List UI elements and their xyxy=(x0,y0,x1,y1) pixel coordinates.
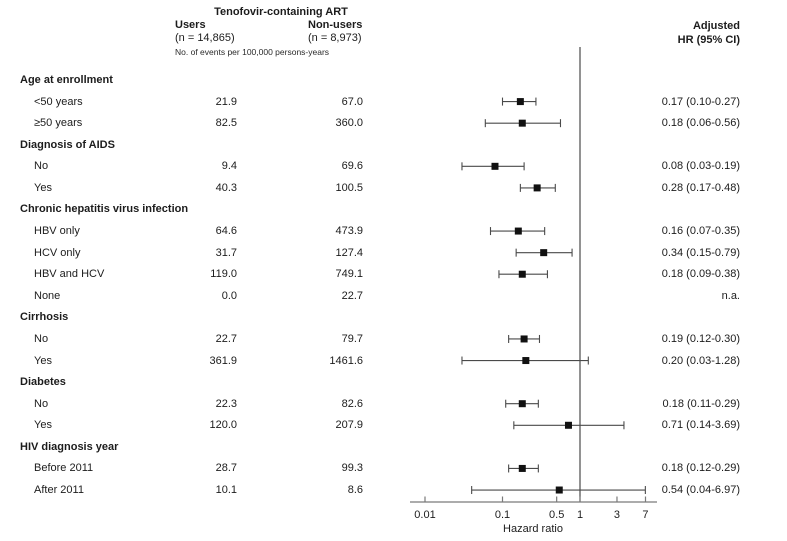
point-estimate-marker xyxy=(533,184,541,192)
point-estimate-marker xyxy=(564,421,572,429)
users-value: 21.9 xyxy=(215,95,237,108)
row-label: After 2011 xyxy=(34,484,84,497)
nonusers-value: 8.6 xyxy=(347,484,363,497)
point-estimate-marker xyxy=(540,249,548,257)
users-value: 31.7 xyxy=(215,246,237,259)
x-tick-label: 0.01 xyxy=(414,509,435,521)
hr-value: 0.16 (0.07-0.35) xyxy=(661,225,740,238)
row-label: No xyxy=(34,332,49,345)
nonusers-value: 67.0 xyxy=(341,95,363,108)
users-value: 0.0 xyxy=(221,289,237,302)
section-label: Diagnosis of AIDS xyxy=(20,138,115,151)
hr-value: 0.19 (0.12-0.30) xyxy=(661,332,740,345)
nonusers-value: 207.9 xyxy=(335,419,363,432)
users-value: 120.0 xyxy=(209,419,237,432)
nonusers-column-header: Non-users xyxy=(308,19,363,31)
row-label: ≥50 years xyxy=(34,117,83,130)
x-axis-title: Hazard ratio xyxy=(503,523,563,535)
users-value: 119.0 xyxy=(210,268,237,281)
users-value: 361.9 xyxy=(209,354,237,367)
hr-value: 0.18 (0.09-0.38) xyxy=(661,268,740,281)
point-estimate-marker xyxy=(518,400,526,408)
users-value: 28.7 xyxy=(215,462,237,475)
hr-column-header-line1: Adjusted xyxy=(692,20,740,32)
row-label: Yes xyxy=(34,181,52,194)
nonusers-value: 99.3 xyxy=(341,462,363,475)
row-label: HBV and HCV xyxy=(34,268,105,281)
section-label: HIV diagnosis year xyxy=(20,440,119,453)
nonusers-n-count: (n = 8,973) xyxy=(308,32,362,44)
point-estimate-marker xyxy=(514,227,522,235)
nonusers-value: 69.6 xyxy=(341,160,363,173)
point-estimate-marker xyxy=(516,98,524,106)
users-value: 40.3 xyxy=(215,181,237,194)
point-estimate-marker xyxy=(520,335,528,343)
users-value: 82.5 xyxy=(215,117,237,130)
hr-value: 0.18 (0.12-0.29) xyxy=(661,462,740,475)
nonusers-value: 22.7 xyxy=(341,289,363,302)
x-tick-label: 1 xyxy=(577,509,583,521)
section-label: Diabetes xyxy=(20,376,66,389)
point-estimate-marker xyxy=(518,270,526,278)
row-label: <50 years xyxy=(34,95,83,108)
nonusers-value: 1461.6 xyxy=(329,354,363,367)
hr-value: 0.18 (0.06-0.56) xyxy=(661,117,740,130)
section-label: Age at enrollment xyxy=(20,74,113,86)
row-label: HCV only xyxy=(34,246,81,259)
x-tick-label: 0.1 xyxy=(495,509,510,521)
nonusers-value: 127.4 xyxy=(335,246,363,259)
hr-value: 0.34 (0.15-0.79) xyxy=(661,246,740,259)
row-label: HBV only xyxy=(34,225,80,238)
point-estimate-marker xyxy=(518,119,526,127)
group-title: Tenofovir-containing ART xyxy=(214,6,348,18)
row-label: Before 2011 xyxy=(34,462,94,475)
point-estimate-marker xyxy=(491,162,499,170)
users-column-header: Users xyxy=(175,19,206,31)
users-value: 64.6 xyxy=(215,225,237,238)
x-tick-label: 0.5 xyxy=(549,509,564,521)
section-label: Cirrhosis xyxy=(20,311,69,324)
section-label: Chronic hepatitis virus infection xyxy=(20,203,189,216)
row-label: None xyxy=(34,289,61,302)
users-value: 22.3 xyxy=(215,397,237,410)
hr-value: 0.08 (0.03-0.19) xyxy=(661,160,740,173)
users-value: 10.1 xyxy=(215,484,237,497)
users-n-count: (n = 14,865) xyxy=(175,32,235,44)
nonusers-value: 749.1 xyxy=(335,268,363,281)
hr-value: 0.28 (0.17-0.48) xyxy=(661,181,740,194)
row-label: Yes xyxy=(34,354,52,367)
hr-value: 0.71 (0.14-3.69) xyxy=(661,419,740,432)
users-value: 9.4 xyxy=(221,160,237,173)
nonusers-value: 473.9 xyxy=(335,225,363,238)
point-estimate-marker xyxy=(555,486,563,494)
nonusers-value: 79.7 xyxy=(341,332,363,345)
nonusers-value: 82.6 xyxy=(341,397,363,410)
hr-value: 0.18 (0.11-0.29) xyxy=(662,397,740,410)
hr-value: 0.20 (0.03-1.28) xyxy=(661,354,740,367)
row-label: No xyxy=(34,160,49,173)
nonusers-value: 100.5 xyxy=(335,181,363,194)
x-tick-label: 7 xyxy=(642,509,648,521)
row-label: No xyxy=(34,397,49,410)
hr-column-header-line2: HR (95% CI) xyxy=(677,34,740,46)
users-value: 22.7 xyxy=(215,332,237,345)
point-estimate-marker xyxy=(522,357,530,365)
hr-value: 0.54 (0.04-6.97) xyxy=(661,484,740,497)
events-rate-note: No. of events per 100,000 persons-years xyxy=(175,47,330,57)
row-label: Yes xyxy=(34,419,52,432)
hr-value: n.a. xyxy=(721,289,740,302)
hr-value: 0.17 (0.10-0.27) xyxy=(661,95,740,108)
x-tick-label: 3 xyxy=(614,509,620,521)
nonusers-value: 360.0 xyxy=(335,117,363,130)
point-estimate-marker xyxy=(518,464,526,472)
